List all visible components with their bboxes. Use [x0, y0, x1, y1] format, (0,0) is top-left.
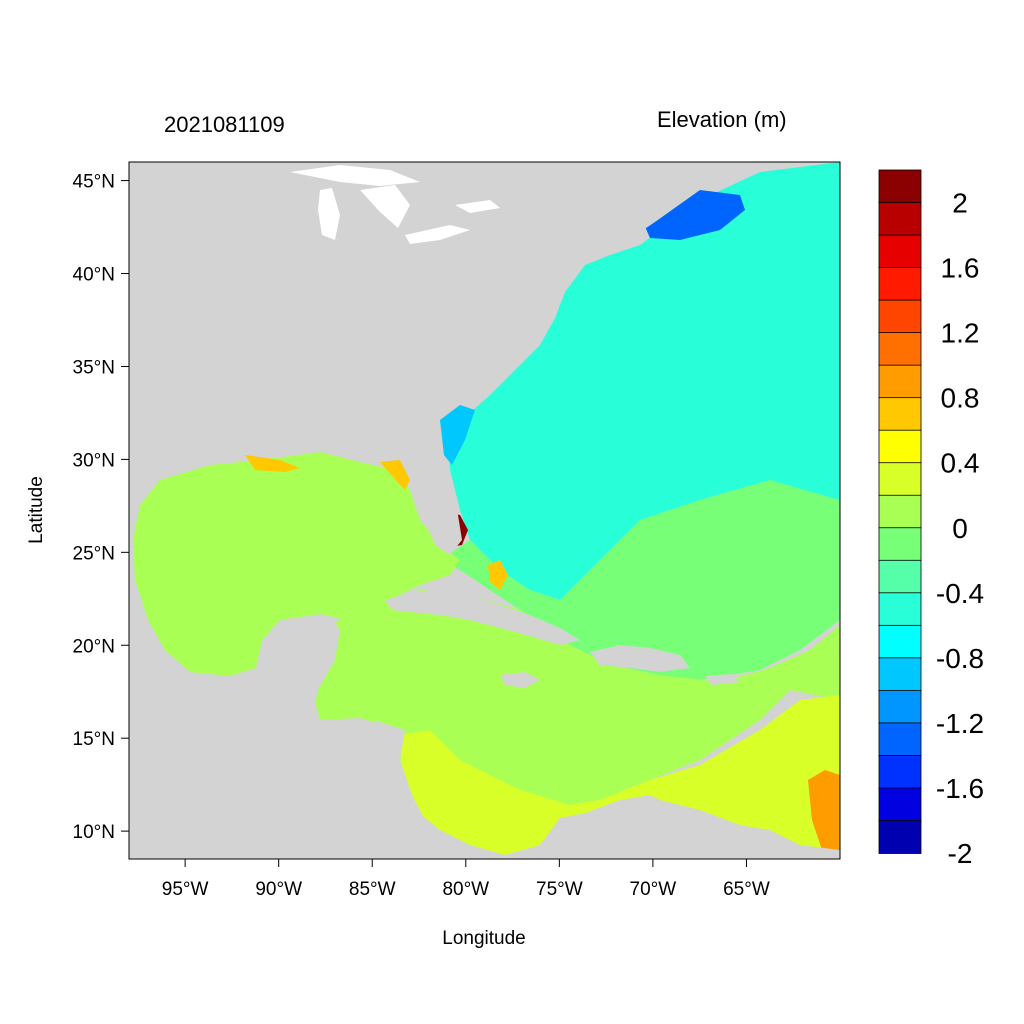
plot-frame — [128, 161, 841, 860]
y-tick-label: 25°N — [73, 543, 115, 564]
y-tick-label: 20°N — [73, 636, 115, 657]
y-tick-label: 40°N — [73, 265, 115, 286]
y-tick-label: 10°N — [73, 822, 115, 843]
x-tick-label: 85°W — [349, 879, 396, 900]
y-tick-label: 35°N — [73, 357, 115, 378]
lake-ontario — [455, 200, 500, 213]
gulf-coast-fringe — [245, 455, 300, 472]
y-axis-title: Latitude — [26, 476, 47, 544]
map-plot-area — [129, 162, 840, 859]
southeast-coast-anomaly — [440, 405, 475, 465]
y-axis: 45°N 40°N 35°N 30°N 25°N 20°N 15°N 10°N — [73, 172, 129, 843]
colorbar-label: 0 — [952, 513, 968, 544]
colorbar-segment — [878, 332, 922, 367]
y-tick-label: 15°N — [73, 729, 115, 750]
colorbar-segment — [878, 527, 922, 562]
colorbar-segment — [878, 267, 922, 301]
colorbar-segment — [878, 202, 922, 236]
colorbar-segment — [878, 592, 922, 627]
colorbar-label: -2 — [948, 838, 973, 869]
colorbar-segment — [878, 820, 922, 854]
colorbar-segment — [878, 559, 922, 594]
colorbar-label: 1.6 — [941, 253, 980, 284]
cuba-land — [385, 590, 580, 645]
colorbar-segment — [878, 657, 922, 692]
x-tick-label: 65°W — [723, 879, 770, 900]
colorbar-segment — [878, 299, 922, 334]
hispaniola-land — [590, 645, 690, 672]
colorbar-segment — [878, 364, 922, 399]
colorbar-label: 1.2 — [941, 318, 980, 349]
lake-erie — [405, 225, 470, 244]
x-tick-label: 80°W — [442, 879, 489, 900]
colorbar-label: -1.2 — [936, 708, 984, 739]
colorbar-label: 2 — [952, 188, 968, 219]
colorbar-segment — [878, 429, 922, 464]
big-bend-fringe — [380, 460, 410, 490]
y-tick-label: 30°N — [73, 450, 115, 471]
x-axis: 95°W 90°W 85°W 80°W 75°W 70°W 65°W — [162, 859, 770, 900]
colorbar-segment — [878, 169, 922, 204]
colorbar — [878, 169, 922, 854]
colorbar-segment — [878, 234, 922, 269]
colorbar-segment — [878, 722, 922, 757]
x-tick-label: 75°W — [536, 879, 583, 900]
map-title-variable: Elevation (m) — [657, 107, 787, 132]
colorbar-label: 0.4 — [941, 448, 980, 479]
lake-superior — [290, 165, 420, 186]
x-tick-label: 95°W — [162, 879, 209, 900]
colorbar-segment — [878, 397, 922, 432]
lesser-antilles-high — [808, 770, 840, 859]
south-caribbean-region — [400, 695, 840, 859]
x-tick-label: 70°W — [630, 879, 677, 900]
colorbar-label: -1.6 — [936, 773, 984, 804]
florida-land — [400, 448, 462, 555]
lake-huron — [360, 185, 410, 228]
colorbar-segment — [878, 462, 922, 497]
x-tick-label: 90°W — [255, 879, 302, 900]
central-atlantic-region — [440, 480, 840, 680]
x-axis-title: Longitude — [442, 928, 525, 949]
colorbar-segment — [878, 787, 922, 822]
colorbar-segment — [878, 689, 922, 724]
y-tick-label: 45°N — [73, 172, 115, 193]
colorbar-label: -0.8 — [936, 643, 984, 674]
new-england-land — [560, 162, 840, 280]
puerto-rico-land — [705, 674, 740, 685]
colorbar-segment — [878, 755, 922, 789]
lake-michigan — [318, 188, 340, 240]
bahamas-bank — [488, 560, 508, 590]
colorbar-label: 0.8 — [941, 383, 980, 414]
colorbar-segment — [878, 494, 922, 529]
south-america-land — [540, 795, 840, 859]
atlantic-ocean — [448, 162, 840, 600]
colorbar-labels: 2 1.6 1.2 0.8 0.4 0 -0.4 -0.8 -1.2 -1.6 -2 — [936, 188, 984, 869]
gulf-of-mexico-sea — [133, 452, 460, 676]
central-america-land — [129, 615, 500, 859]
map-title-timestamp: 2021081109 — [164, 112, 285, 137]
colorbar-label: -0.4 — [936, 578, 984, 609]
jamaica-land — [500, 672, 540, 688]
colorbar-segment — [878, 624, 922, 659]
